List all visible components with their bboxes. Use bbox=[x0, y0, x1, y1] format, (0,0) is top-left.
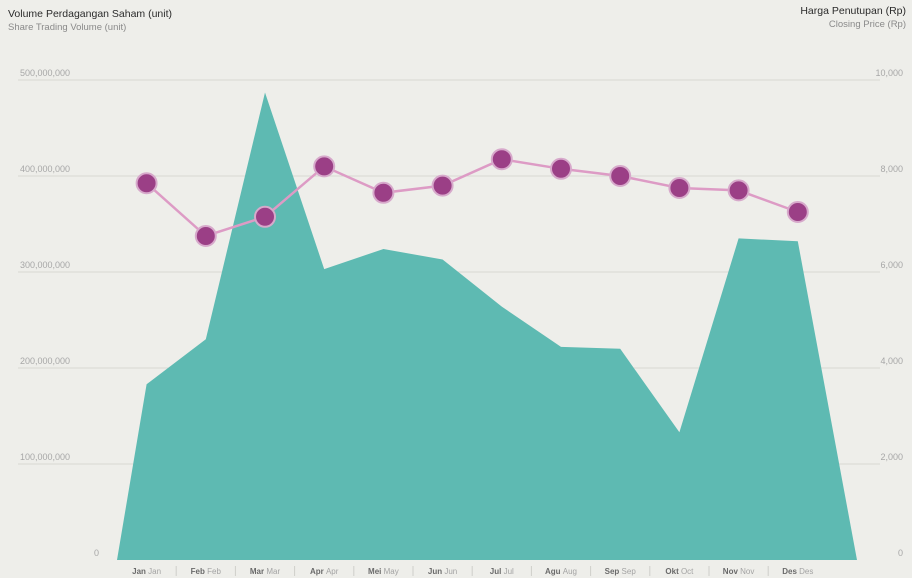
x-tick-label: Nov Nov bbox=[723, 567, 755, 576]
x-tick-label-en: Jun bbox=[444, 567, 457, 576]
x-tick-label: Mar Mar bbox=[250, 567, 281, 576]
x-tick-label: Feb Feb bbox=[191, 567, 222, 576]
x-tick-label-en: Sep bbox=[622, 567, 637, 576]
closing-price-point bbox=[313, 155, 336, 178]
x-tick-label-en: Des bbox=[799, 567, 813, 576]
x-tick-label-id: Jun bbox=[428, 567, 444, 576]
x-tick-label: Jun Jun bbox=[428, 567, 457, 576]
x-tick-label-id: Feb bbox=[191, 567, 207, 576]
y-right-tick-label: 0 bbox=[898, 548, 903, 558]
x-tick-label-en: Oct bbox=[681, 567, 694, 576]
right-axis-subtitle: Closing Price (Rp) bbox=[828, 19, 906, 30]
closing-price-point bbox=[372, 181, 395, 204]
x-tick-label-en: Jul bbox=[504, 567, 514, 576]
x-tick-label: Agu Aug bbox=[545, 567, 577, 576]
y-right-tick-label: 4,000 bbox=[880, 356, 903, 366]
closing-price-point bbox=[727, 179, 750, 202]
closing-price-point bbox=[668, 177, 691, 199]
closing-price-point bbox=[431, 174, 454, 197]
x-tick-label-id: Jan bbox=[132, 567, 148, 576]
x-tick-label-id: Jul bbox=[490, 567, 504, 576]
x-tick-label-id: Okt bbox=[665, 567, 681, 576]
x-tick-label: Mei May bbox=[368, 567, 399, 576]
y-left-tick-label: 0 bbox=[94, 548, 99, 558]
y-right-tick-label: 2,000 bbox=[880, 452, 903, 462]
closing-price-point bbox=[609, 165, 632, 187]
x-tick-label: Sep Sep bbox=[605, 567, 637, 576]
x-tick-label: Okt Oct bbox=[665, 567, 694, 576]
volume-area bbox=[117, 92, 857, 560]
y-left-tick-label: 300,000,000 bbox=[20, 260, 70, 270]
y-left-tick-label: 400,000,000 bbox=[20, 164, 70, 174]
closing-price-point bbox=[786, 201, 809, 223]
y-right-tick-label: 6,000 bbox=[880, 260, 903, 270]
x-tick-label-en: Apr bbox=[326, 567, 339, 576]
y-left-tick-label: 500,000,000 bbox=[20, 68, 70, 78]
x-tick-label: Jan Jan bbox=[132, 567, 161, 576]
left-axis-title: Volume Perdagangan Saham (unit) bbox=[8, 8, 173, 20]
y-left-tick-label: 100,000,000 bbox=[20, 452, 70, 462]
closing-price-point bbox=[194, 225, 217, 247]
x-tick-label-en: May bbox=[384, 567, 399, 576]
y-right-tick-label: 10,000 bbox=[875, 68, 903, 78]
x-tick-label-en: Feb bbox=[207, 567, 221, 576]
x-tick-label-id: Mei bbox=[368, 567, 384, 576]
x-tick-label-id: Des bbox=[782, 567, 799, 576]
x-tick-label-en: Aug bbox=[563, 567, 577, 576]
x-tick-label-id: Mar bbox=[250, 567, 266, 576]
x-tick-label-id: Sep bbox=[605, 567, 622, 576]
y-left-tick-label: 200,000,000 bbox=[20, 356, 70, 366]
closing-price-point bbox=[490, 148, 513, 171]
x-tick-label-id: Nov bbox=[723, 567, 740, 576]
x-tick-label-en: Jan bbox=[148, 567, 161, 576]
x-tick-label: Des Des bbox=[782, 567, 813, 576]
closing-price-point bbox=[135, 172, 158, 195]
x-tick-label-en: Mar bbox=[266, 567, 280, 576]
right-axis-title: Harga Penutupan (Rp) bbox=[800, 5, 906, 17]
right-axis-title-block: Harga Penutupan (Rp) Closing Price (Rp) bbox=[800, 5, 906, 31]
left-axis-title-block: Volume Perdagangan Saham (unit) Share Tr… bbox=[8, 8, 172, 34]
y-right-tick-label: 8,000 bbox=[880, 164, 903, 174]
x-tick-label: Apr Apr bbox=[310, 567, 339, 576]
x-tick-label-id: Apr bbox=[310, 567, 326, 576]
x-tick-label-en: Nov bbox=[740, 567, 754, 576]
x-tick-label: Jul Jul bbox=[490, 567, 514, 576]
closing-price-point bbox=[550, 157, 572, 180]
closing-price-point bbox=[254, 205, 276, 228]
left-axis-subtitle: Share Trading Volume (unit) bbox=[8, 22, 127, 33]
x-tick-label-id: Agu bbox=[545, 567, 563, 576]
